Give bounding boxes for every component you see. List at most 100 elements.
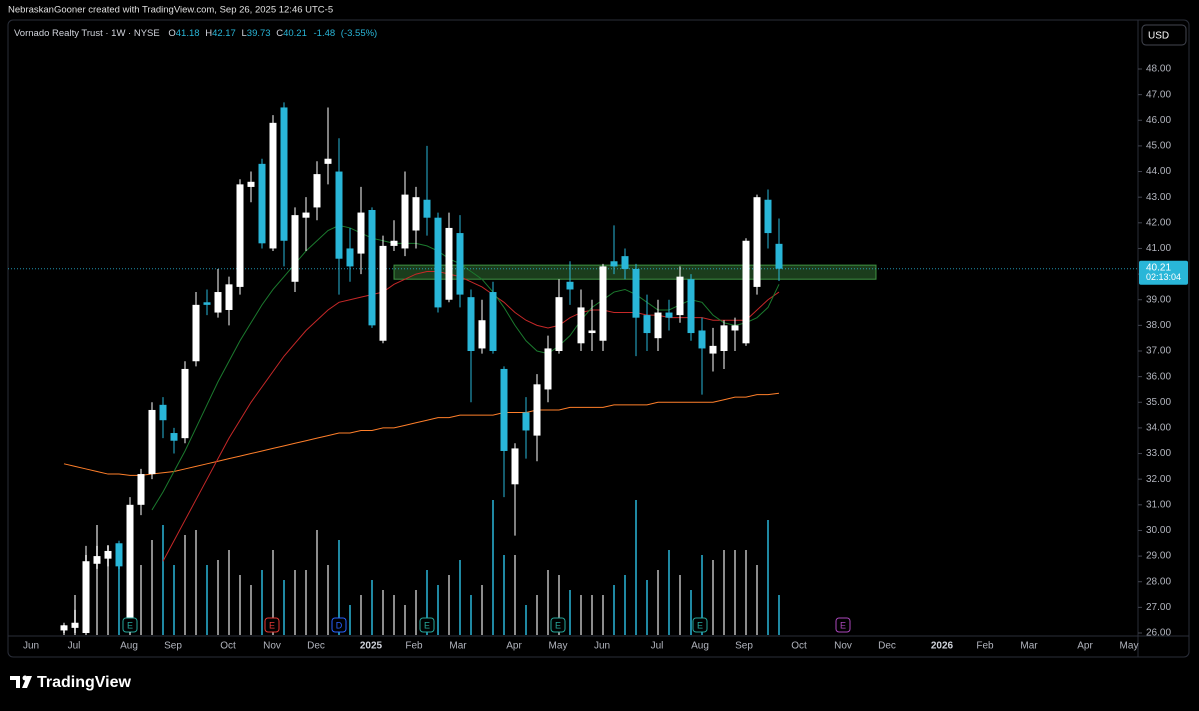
high-value: 42.17 — [212, 28, 236, 39]
y-tick-label: 36.00 — [1146, 371, 1171, 382]
volume-bar — [184, 535, 186, 635]
candle-body — [621, 256, 629, 269]
volume-bar — [756, 565, 758, 635]
candle-body — [720, 325, 728, 351]
event-label: E — [127, 620, 133, 630]
volume-bar — [525, 605, 527, 635]
volume-bar — [107, 545, 109, 635]
volume-bar — [723, 550, 725, 635]
candle-body — [203, 302, 211, 305]
volume-bar — [382, 590, 384, 635]
volume-bar — [426, 570, 428, 635]
header-text: NebraskanGooner created with TradingView… — [8, 5, 333, 16]
volume-bar — [580, 595, 582, 635]
volume-bar — [459, 560, 461, 635]
event-badge — [835, 617, 851, 633]
volume-bar — [778, 595, 780, 635]
volume-bar — [195, 530, 197, 635]
volume-bar — [657, 570, 659, 635]
volume-bar — [437, 585, 439, 635]
volume-bar — [712, 560, 714, 635]
volume-bar — [635, 500, 637, 635]
ohlc-letter: C — [276, 28, 283, 39]
candle-body — [412, 197, 420, 231]
candle-body — [214, 292, 222, 313]
candle-body — [104, 550, 112, 559]
candle-body — [401, 194, 409, 249]
x-tick-label: Sep — [735, 641, 753, 652]
volume-bar — [316, 530, 318, 635]
candle-body — [280, 107, 288, 241]
candle-body — [269, 122, 277, 249]
candle-body — [764, 199, 772, 234]
candle-body — [731, 325, 739, 331]
low-value: 39.73 — [247, 28, 271, 39]
y-tick-label: 32.00 — [1146, 474, 1171, 485]
y-tick-label: 26.00 — [1146, 628, 1171, 639]
event-label: E — [269, 620, 275, 630]
x-tick-label: May — [1120, 641, 1139, 652]
candle-body — [335, 171, 343, 259]
event-badge — [122, 617, 138, 633]
volume-bar — [349, 605, 351, 635]
volume-bar — [338, 540, 340, 635]
event-label: E — [555, 620, 561, 630]
event-label: E — [697, 620, 703, 630]
y-tick-label: 34.00 — [1146, 423, 1171, 434]
volume-bar — [569, 590, 571, 635]
y-tick-label: 35.00 — [1146, 397, 1171, 408]
event-badge — [264, 617, 280, 633]
volume-bar — [283, 580, 285, 635]
candle-body — [126, 504, 134, 628]
candle-body — [137, 474, 145, 505]
event-label: D — [336, 620, 343, 630]
candle-body — [115, 543, 123, 567]
candle-body — [643, 315, 651, 334]
candle-body — [148, 409, 156, 475]
candle-body — [632, 268, 640, 318]
volume-bar — [250, 585, 252, 635]
y-tick-label: 33.00 — [1146, 448, 1171, 459]
candle-body — [181, 368, 189, 439]
volume-bar — [96, 525, 98, 635]
volume-bar — [624, 575, 626, 635]
candle-body — [544, 348, 552, 390]
x-tick-label: Mar — [1020, 641, 1038, 652]
candle-body — [489, 292, 497, 351]
x-tick-label: Oct — [791, 641, 807, 652]
volume-bar — [393, 595, 395, 635]
currency-label[interactable]: USD — [1148, 31, 1169, 42]
candle-body — [291, 215, 299, 282]
moving-average — [151, 224, 780, 511]
candle-body — [313, 174, 321, 208]
volume-bar — [140, 565, 142, 635]
x-tick-label: Mar — [449, 641, 467, 652]
y-tick-label: 31.00 — [1146, 499, 1171, 510]
currency-button[interactable]: USD — [1141, 24, 1187, 46]
legend: Vornado Realty Trust · 1W · NYSE O41.18 … — [14, 28, 377, 39]
ohlc-letter: H — [205, 28, 212, 39]
candle-body — [522, 412, 530, 431]
y-tick-label: 37.00 — [1146, 346, 1171, 357]
volume-bar — [690, 590, 692, 635]
change-value: -1.48 — [314, 28, 336, 39]
volume-bar — [118, 560, 120, 635]
countdown-label: 02:13:04 — [1146, 272, 1181, 282]
currency-box[interactable] — [1141, 24, 1187, 46]
y-tick-label: 42.00 — [1146, 217, 1171, 228]
candle-body — [324, 158, 332, 164]
candle-body — [775, 243, 783, 269]
candle-body — [368, 210, 376, 326]
candle-body — [500, 368, 508, 451]
candle-body — [566, 281, 574, 290]
candle-body — [390, 240, 398, 246]
ohlc-letter: L — [241, 28, 246, 39]
volume-bar — [239, 575, 241, 635]
volume-bar — [162, 525, 164, 635]
x-tick-label: Jul — [651, 641, 664, 652]
ohlc-letter: O — [168, 28, 175, 39]
x-tick-label: Jun — [23, 641, 39, 652]
candle-body — [610, 261, 618, 267]
